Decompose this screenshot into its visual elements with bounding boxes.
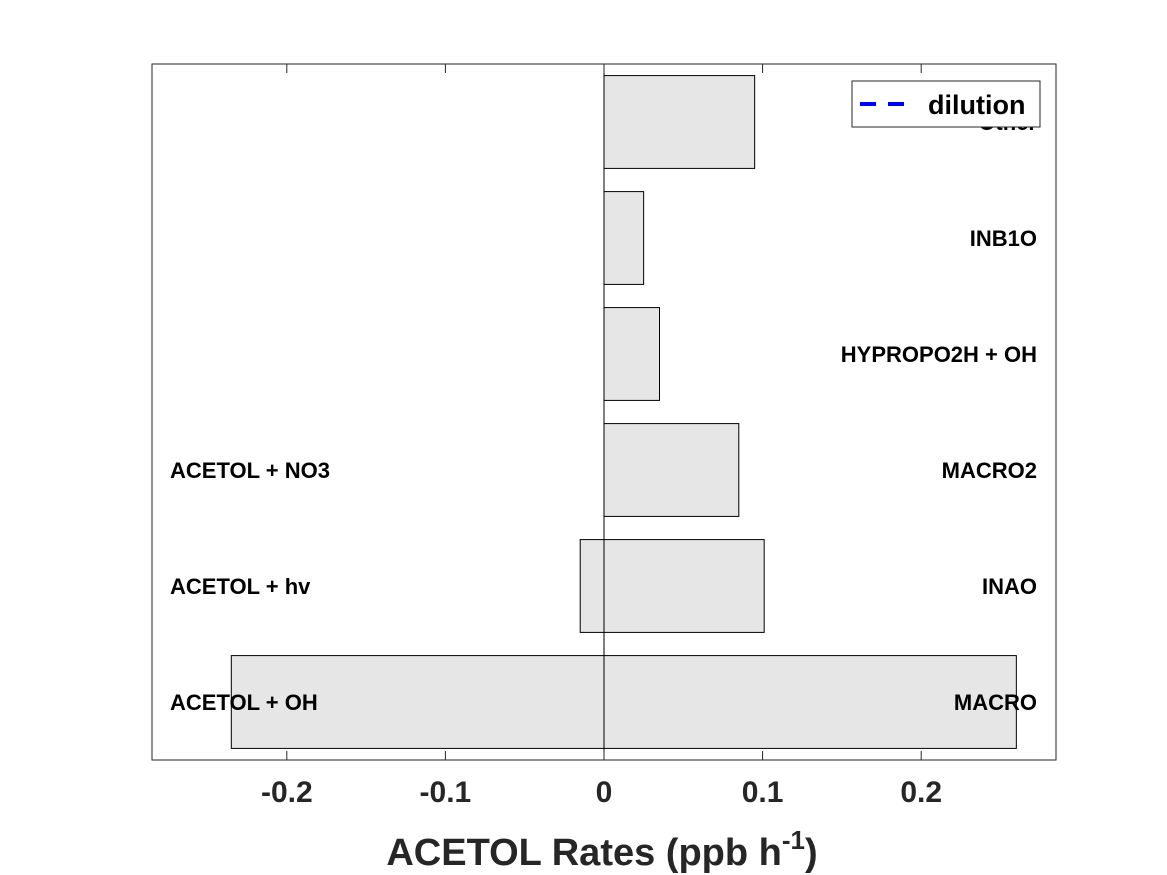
production-bar	[603, 539, 765, 633]
production-label: MACRO2	[942, 458, 1037, 483]
x-tick-label: 0	[596, 776, 613, 809]
loss-bar	[230, 655, 605, 749]
production-bar	[603, 307, 661, 401]
legend-box	[851, 80, 1041, 128]
loss-label: ACETOL + NO3	[170, 458, 330, 483]
production-label: INB1O	[970, 226, 1037, 251]
x-axis-label-main: ACETOL Rates (ppb h	[386, 832, 782, 874]
x-axis-label: ACETOL Rates (ppb h-1)	[386, 825, 817, 874]
loss-label: ACETOL + OH	[170, 690, 318, 715]
production-bar	[603, 75, 756, 169]
production-label: INAO	[982, 574, 1037, 599]
production-bar	[603, 191, 645, 285]
production-label: HYPROPO2H + OH	[841, 342, 1037, 367]
legend: dilution	[851, 80, 1041, 128]
loss-label: ACETOL + hv	[170, 574, 311, 599]
legend-entry-dilution: dilution	[928, 90, 1025, 120]
x-tick-label: 0.1	[742, 776, 784, 809]
x-tick-label: 0.2	[900, 776, 942, 809]
production-label: MACRO	[954, 690, 1037, 715]
x-tick-label: -0.1	[420, 776, 472, 809]
x-tick-label: -0.2	[261, 776, 313, 809]
production-bar	[603, 423, 740, 517]
loss-bar	[579, 539, 605, 633]
x-axis-label-sup: -1	[782, 825, 805, 855]
bars-group	[230, 75, 1017, 749]
x-axis-label-close: )	[805, 832, 818, 874]
production-bar	[603, 655, 1017, 749]
x-ticks: -0.2 -0.1 0 0.1 0.2	[261, 64, 942, 809]
